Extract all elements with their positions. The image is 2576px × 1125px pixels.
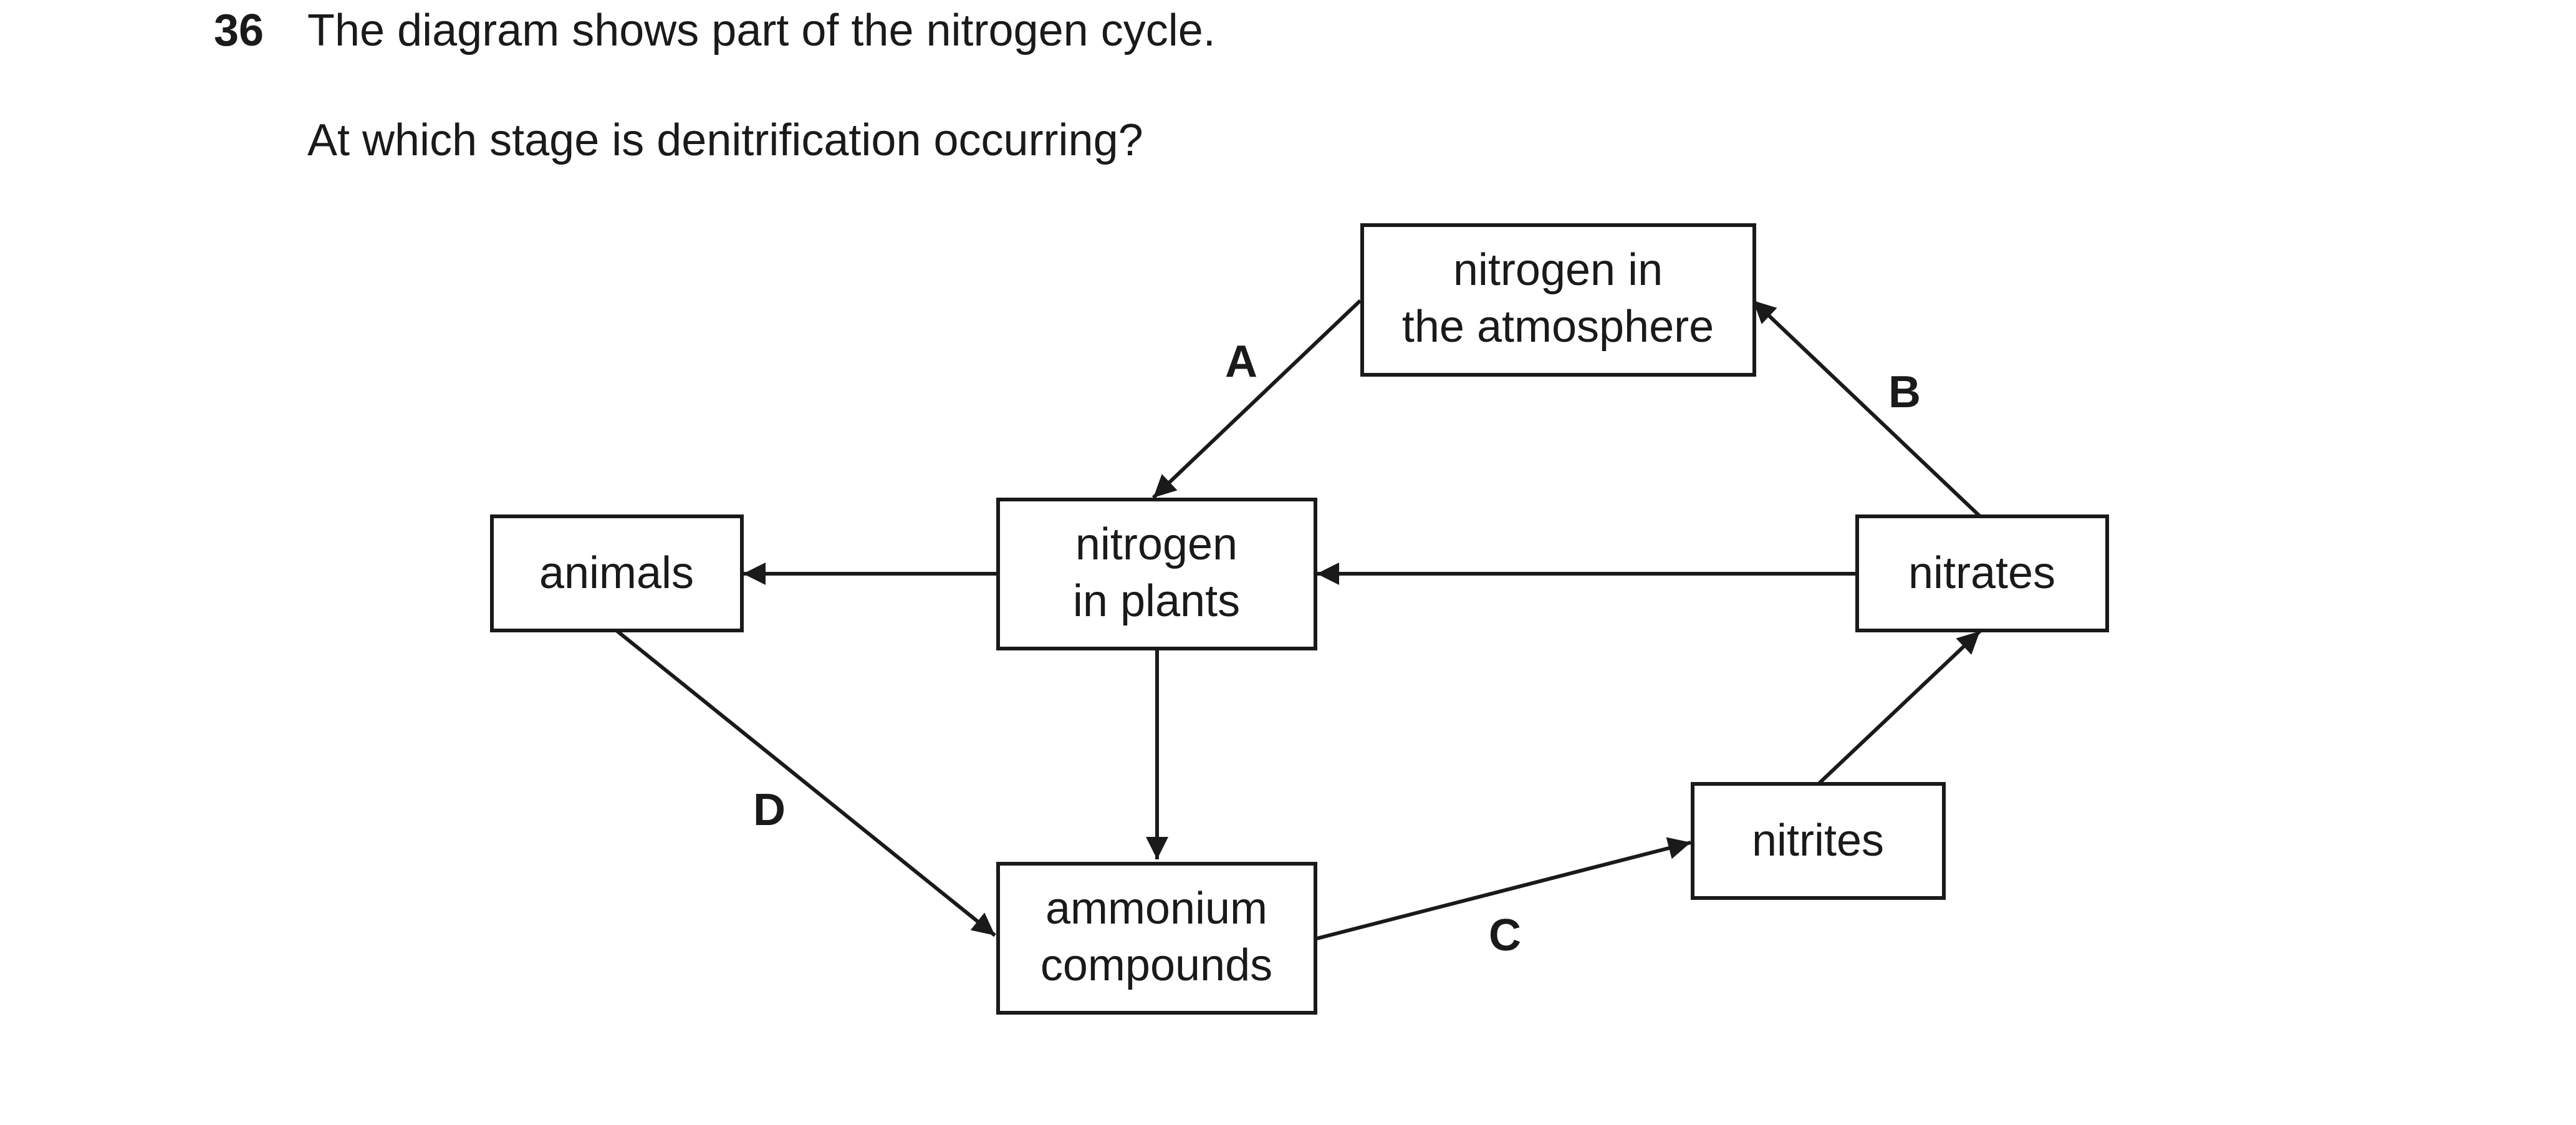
question-number: 36 <box>214 6 264 56</box>
stage-label-c: C <box>1489 910 1521 960</box>
atmosphere-label-line-2: the atmosphere <box>1402 302 1714 352</box>
box-plants <box>996 498 1317 650</box>
stage-label-d: D <box>753 785 786 835</box>
arrow-a <box>1151 299 1362 500</box>
box-nitrates <box>1855 514 2109 632</box>
animals-label: animals <box>539 548 694 598</box>
arrow-nitrites-to-nitrates <box>1817 629 1982 785</box>
box-animals <box>490 514 744 632</box>
nitrites-label: nitrites <box>1752 816 1884 866</box>
atmosphere-label-line-1: nitrogen in <box>1453 245 1663 295</box>
plants-label-line-2: in plants <box>1073 576 1240 626</box>
arrows <box>616 299 1982 940</box>
box-ammonium <box>996 862 1317 1015</box>
plants-label-line-1: nitrogen <box>1075 519 1238 569</box>
question-prompt: At which stage is denitrification occurr… <box>307 115 1143 165</box>
question-text: The diagram shows part of the nitrogen c… <box>307 6 1216 56</box>
stage-label-a: A <box>1225 337 1257 387</box>
arrow-c <box>1316 837 1691 940</box>
ammonium-label-line-2: compounds <box>1040 940 1272 990</box>
ammonium-label-line-1: ammonium <box>1045 884 1267 934</box>
nitrates-label: nitrates <box>1908 548 2055 598</box>
box-atmosphere <box>1360 223 1756 377</box>
box-nitrites <box>1691 782 1946 900</box>
stage-label-b: B <box>1888 367 1921 417</box>
arrow-b <box>1751 299 1982 518</box>
arrow-d <box>616 629 996 937</box>
